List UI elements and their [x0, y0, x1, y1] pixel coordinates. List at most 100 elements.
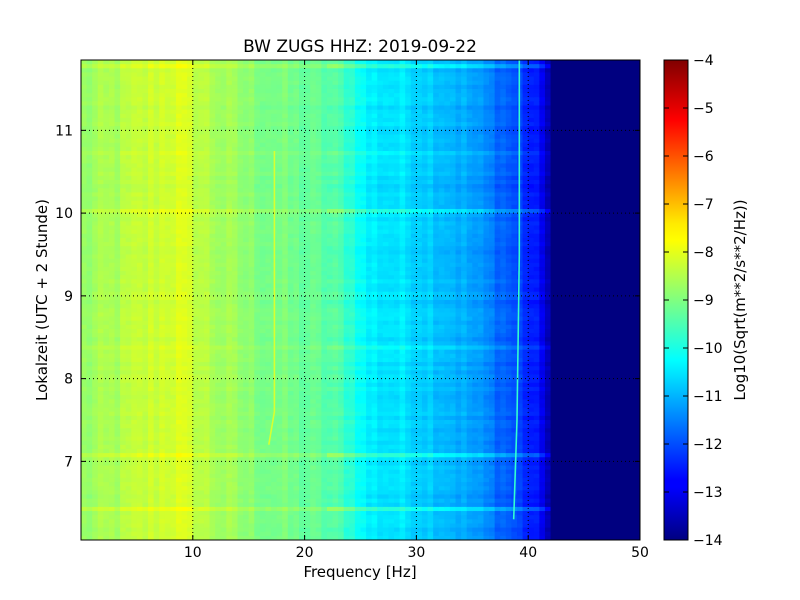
- heatmap-cell: [159, 469, 166, 475]
- heatmap-cell: [237, 535, 244, 540]
- heatmap-cell: [92, 337, 99, 342]
- heatmap-cell: [159, 283, 166, 289]
- heatmap-cell: [265, 403, 272, 409]
- heatmap-cell: [164, 213, 172, 218]
- heatmap-cell: [92, 180, 99, 185]
- heatmap-cell: [81, 109, 88, 115]
- heatmap-cell: [153, 167, 160, 173]
- heatmap-cell: [103, 366, 110, 371]
- heatmap-cell: [315, 473, 322, 479]
- heatmap-cell: [159, 175, 166, 181]
- heatmap-cell: [293, 490, 300, 496]
- heatmap-cell: [153, 72, 160, 78]
- heatmap-cell: [153, 275, 160, 280]
- heatmap-cell: [164, 225, 172, 231]
- heatmap-cell: [220, 477, 227, 483]
- heatmap-cell: [282, 506, 289, 512]
- heatmap-cell: [97, 403, 104, 409]
- heatmap-cell: [187, 279, 194, 285]
- heatmap-cell: [293, 97, 300, 102]
- heatmap-cell: [231, 324, 239, 330]
- heatmap-cell: [287, 184, 295, 189]
- heatmap-cell: [114, 411, 121, 417]
- heatmap-cell: [125, 84, 132, 90]
- heatmap-cell: [203, 188, 211, 194]
- heatmap-cell: [153, 527, 160, 533]
- heatmap-cell: [226, 403, 233, 409]
- heatmap-cell: [243, 320, 250, 326]
- heatmap-cell: [304, 535, 311, 540]
- heatmap-cell: [136, 213, 144, 218]
- heatmap-cell: [97, 391, 104, 396]
- heatmap-cell: [103, 217, 110, 222]
- heatmap-cell: [259, 101, 267, 107]
- heatmap-cell: [243, 180, 250, 185]
- heatmap-cell: [136, 403, 144, 409]
- heatmap-cell: [125, 502, 132, 508]
- heatmap-cell: [187, 432, 194, 438]
- heatmap-cell: [299, 88, 306, 94]
- heatmap-cell: [226, 225, 233, 231]
- heatmap-cell: [299, 448, 306, 454]
- heatmap-cell: [248, 229, 255, 235]
- heatmap-cell: [220, 221, 227, 227]
- heatmap-cell: [248, 130, 255, 136]
- heatmap-cell: [209, 225, 216, 231]
- heatmap-cell: [220, 465, 227, 471]
- heatmap-cell: [176, 494, 183, 500]
- heatmap-cell: [287, 482, 295, 487]
- heatmap-cell: [248, 515, 255, 520]
- heatmap-cell: [187, 357, 194, 363]
- heatmap-cell: [310, 88, 317, 94]
- heatmap-cell: [237, 366, 244, 371]
- heatmap-cell: [170, 113, 177, 119]
- heatmap-cell: [282, 122, 289, 127]
- heatmap-cell: [103, 386, 110, 392]
- heatmap-cell: [170, 130, 177, 136]
- heatmap-cell: [164, 113, 172, 119]
- heatmap-cell: [220, 208, 227, 214]
- heatmap-cell: [148, 312, 155, 318]
- heatmap-cell: [81, 93, 88, 98]
- heatmap-cell: [315, 341, 322, 347]
- heatmap-cell: [181, 395, 188, 400]
- heatmap-cell: [131, 523, 138, 529]
- heatmap-cell: [299, 184, 306, 189]
- heatmap-cell: [254, 498, 261, 504]
- heatmap-cell: [92, 262, 99, 268]
- heatmap-cell: [131, 167, 138, 173]
- heatmap-cell: [248, 382, 255, 388]
- heatmap-cell: [276, 225, 283, 231]
- heatmap-cell: [282, 208, 289, 214]
- heatmap-cell: [192, 146, 199, 152]
- heatmap-cell: [81, 453, 88, 458]
- heatmap-cell: [315, 126, 322, 131]
- heatmap-cell: [92, 424, 99, 429]
- heatmap-cell: [315, 159, 322, 165]
- heatmap-cell: [103, 254, 110, 260]
- heatmap-cell: [120, 386, 127, 392]
- heatmap-cell: [170, 378, 177, 384]
- heatmap-cell: [231, 382, 239, 388]
- heatmap-cell: [282, 440, 289, 446]
- heatmap-cell: [114, 420, 121, 425]
- heatmap-cell: [142, 200, 149, 206]
- heatmap-cell: [92, 283, 99, 289]
- heatmap-cell: [114, 535, 121, 540]
- heatmap-cell: [226, 105, 233, 111]
- heatmap-cell: [86, 345, 93, 351]
- heatmap-cell: [203, 403, 211, 409]
- heatmap-cell: [220, 411, 227, 417]
- heatmap-cell: [304, 465, 311, 471]
- heatmap-cell: [248, 395, 255, 400]
- heatmap-cell: [282, 424, 289, 429]
- heatmap-cell: [92, 113, 99, 119]
- heatmap-cell: [209, 453, 216, 458]
- heatmap-cell: [293, 254, 300, 260]
- heatmap-cell: [259, 242, 267, 247]
- heatmap-cell: [176, 469, 183, 475]
- heatmap-cell: [315, 312, 322, 318]
- heatmap-cell: [310, 167, 317, 173]
- heatmap-cell: [114, 101, 121, 107]
- heatmap-cell: [131, 511, 138, 516]
